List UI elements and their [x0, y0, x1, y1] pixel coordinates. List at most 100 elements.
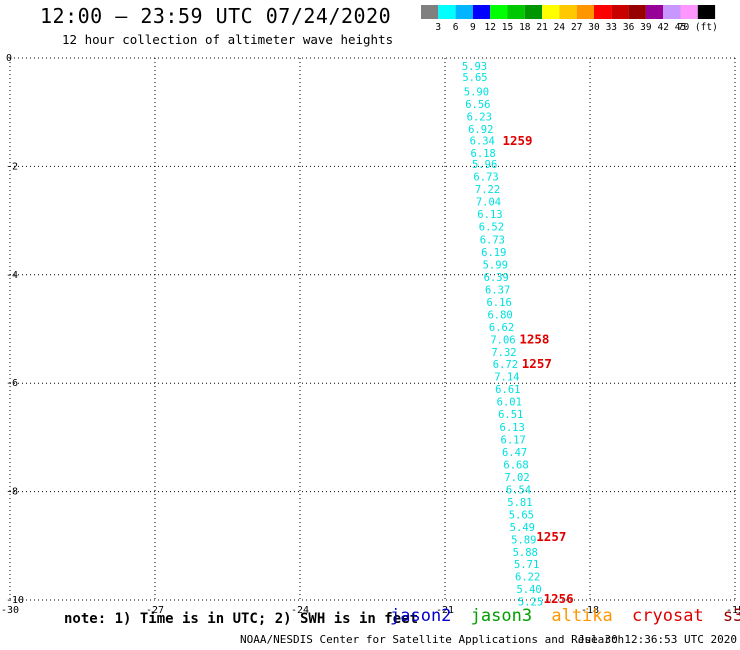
satellite-s3a-label: s3a	[722, 606, 740, 626]
legend-swatch	[628, 5, 646, 19]
x-tick-label: -15	[726, 605, 740, 616]
wave-height-point: 7.06	[490, 334, 515, 346]
wave-height-point: 6.61	[495, 384, 520, 396]
legend-tick-label: 39	[640, 22, 652, 33]
wave-height-point: 5.90	[464, 87, 489, 99]
wave-height-point: 6.72	[493, 359, 518, 371]
wave-height-point: 6.68	[503, 460, 528, 472]
x-tick-label: -27	[146, 605, 164, 616]
wave-height-point: 5.99	[483, 260, 508, 272]
wave-height-point: 5.49	[510, 522, 535, 534]
legend-tick-label: 3	[435, 22, 441, 33]
legend-tick-label: 24	[554, 22, 566, 33]
wave-height-point: 6.73	[473, 172, 498, 184]
x-tick-label: -21	[436, 605, 454, 616]
y-tick-label: -2	[6, 161, 18, 172]
wave-height-point: 6.19	[481, 247, 506, 259]
legend-swatch	[663, 5, 681, 19]
chart-title: 12:00 – 23:59 UTC 07/24/2020	[40, 4, 392, 28]
chart-subtitle: 12 hour collection of altimeter wave hei…	[62, 32, 394, 47]
y-tick-label: -10	[6, 595, 24, 606]
x-tick-label: -30	[1, 605, 19, 616]
legend-swatch	[438, 5, 456, 19]
time-label: 1256	[544, 591, 574, 606]
satellite-cryosat-label: cryosat	[632, 606, 704, 626]
wave-height-point: 7.02	[504, 472, 529, 484]
legend-tick-label: 18	[519, 22, 531, 33]
wave-height-point: 6.56	[465, 99, 490, 111]
wave-height-point: 6.23	[467, 112, 492, 124]
legend-tick-label: 27	[571, 22, 582, 33]
legend-swatch	[455, 5, 473, 19]
wave-height-point: 5.89	[511, 534, 536, 546]
legend-swatch	[697, 5, 716, 19]
wave-height-point: 5.40	[516, 584, 541, 596]
legend-tick-label: 6	[453, 22, 459, 33]
wave-height-point: 6.17	[501, 435, 526, 447]
legend-tick-label: 12	[484, 22, 495, 33]
y-tick-label: -6	[6, 378, 18, 389]
wave-height-point: 6.54	[506, 484, 531, 496]
legend-swatch	[594, 5, 612, 19]
legend-swatch	[472, 5, 491, 19]
wave-height-point: 6.18	[471, 148, 496, 160]
legend-swatch	[421, 5, 439, 19]
y-tick-label: -8	[6, 487, 18, 498]
wave-height-point: 6.22	[515, 572, 540, 584]
credit-line: NOAA/NESDIS Center for Satellite Applica…	[240, 633, 625, 646]
wave-height-point: 6.92	[468, 124, 493, 136]
grid-lines	[9, 57, 736, 601]
wave-height-point: 6.01	[497, 397, 522, 409]
wave-height-point: 5.65	[462, 72, 487, 84]
wave-height-point: 6.13	[477, 209, 502, 221]
wave-height-point: 6.73	[480, 235, 505, 247]
wave-height-point: 6.37	[485, 284, 510, 296]
wave-height-point: 6.47	[502, 447, 527, 459]
wave-height-point: 7.32	[491, 347, 516, 359]
satellite-altika-label: altika	[551, 606, 613, 626]
wave-height-point: 6.34	[470, 135, 495, 147]
satellite-jason2-label: jason2	[390, 606, 452, 626]
legend-tick-label: 36	[623, 22, 635, 33]
time-label: 1257	[522, 356, 552, 371]
wave-height-point: 5.96	[472, 159, 497, 171]
time-label: 1257	[536, 529, 566, 544]
wave-height-point: 6.13	[500, 422, 525, 434]
wave-height-point: 6.52	[479, 222, 504, 234]
footnote: note: 1) Time is in UTC; 2) SWH is in fe…	[64, 611, 419, 627]
legend-swatch	[611, 5, 629, 19]
legend-tick-label: 45	[675, 22, 686, 33]
y-tick-label: -4	[6, 270, 18, 281]
legend-swatch	[524, 5, 543, 19]
satellite-legend: jason2 jason3 altika cryosat s3a	[390, 606, 740, 626]
y-tick-label: 0	[6, 53, 12, 64]
wave-height-point: 5.81	[507, 497, 532, 509]
x-tick-label: -18	[581, 605, 599, 616]
wave-height-point: 6.62	[489, 322, 514, 334]
legend-swatch	[680, 5, 698, 19]
legend-swatch	[559, 5, 577, 19]
legend-tick-label: 21	[536, 22, 548, 33]
legend-swatch	[645, 5, 664, 19]
wave-height-point: 7.04	[476, 197, 501, 209]
legend-swatch	[490, 5, 508, 19]
generated-timestamp: Jul 30 12:36:53 UTC 2020	[578, 633, 737, 646]
legend-tick-label: 15	[502, 22, 513, 33]
x-tick-label: -24	[291, 605, 309, 616]
wave-height-point: 7.14	[494, 372, 519, 384]
wave-height-point: 5.71	[514, 559, 539, 571]
legend-tick-label: 33	[606, 22, 617, 33]
legend-swatch	[542, 5, 560, 19]
legend-tick-label: 70 (ft)	[678, 22, 718, 33]
wave-height-point: 7.22	[475, 184, 500, 196]
axes: -30 -27 -24 -21 -18 -15 0 -2 -4 -6 -8 -10	[1, 53, 740, 616]
wave-height-point: 5.93	[462, 61, 487, 73]
time-label: 1259	[502, 133, 532, 148]
time-label: 1258	[519, 331, 549, 346]
wave-height-point: 6.51	[498, 409, 523, 421]
wave-height-point: 5.88	[513, 547, 538, 559]
wave-height-point: 6.16	[486, 297, 511, 309]
legend-swatch	[507, 5, 525, 19]
